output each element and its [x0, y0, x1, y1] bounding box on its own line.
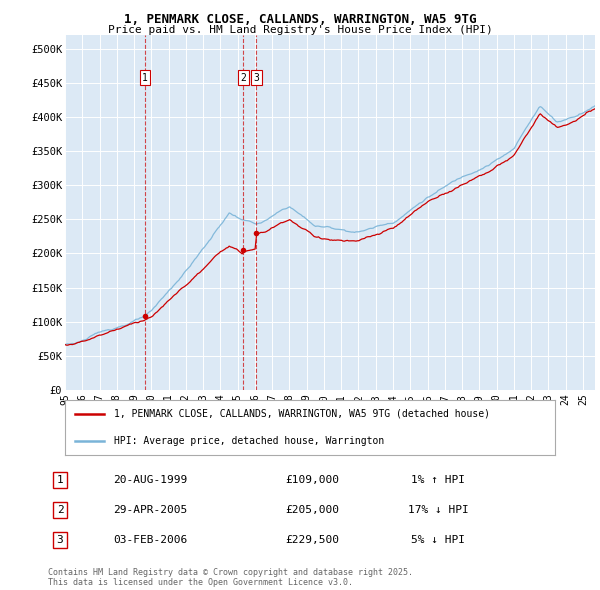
Text: 3: 3 [56, 535, 64, 545]
Text: 29-APR-2005: 29-APR-2005 [113, 505, 187, 515]
Text: 03-FEB-2006: 03-FEB-2006 [113, 535, 187, 545]
Text: 1: 1 [142, 73, 148, 83]
Text: 3: 3 [254, 73, 259, 83]
Text: Price paid vs. HM Land Registry's House Price Index (HPI): Price paid vs. HM Land Registry's House … [107, 25, 493, 35]
Text: 1: 1 [56, 475, 64, 485]
Text: £205,000: £205,000 [285, 505, 339, 515]
Text: 2: 2 [241, 73, 246, 83]
Text: 1, PENMARK CLOSE, CALLANDS, WARRINGTON, WA5 9TG (detached house): 1, PENMARK CLOSE, CALLANDS, WARRINGTON, … [114, 409, 490, 419]
Text: 5% ↓ HPI: 5% ↓ HPI [411, 535, 465, 545]
Text: £229,500: £229,500 [285, 535, 339, 545]
Text: Contains HM Land Registry data © Crown copyright and database right 2025.
This d: Contains HM Land Registry data © Crown c… [48, 568, 413, 587]
Text: 17% ↓ HPI: 17% ↓ HPI [407, 505, 469, 515]
Text: 1% ↑ HPI: 1% ↑ HPI [411, 475, 465, 485]
Text: 2: 2 [56, 505, 64, 515]
Text: £109,000: £109,000 [285, 475, 339, 485]
Text: HPI: Average price, detached house, Warrington: HPI: Average price, detached house, Warr… [114, 436, 384, 446]
Text: 20-AUG-1999: 20-AUG-1999 [113, 475, 187, 485]
Text: 1, PENMARK CLOSE, CALLANDS, WARRINGTON, WA5 9TG: 1, PENMARK CLOSE, CALLANDS, WARRINGTON, … [124, 13, 476, 26]
